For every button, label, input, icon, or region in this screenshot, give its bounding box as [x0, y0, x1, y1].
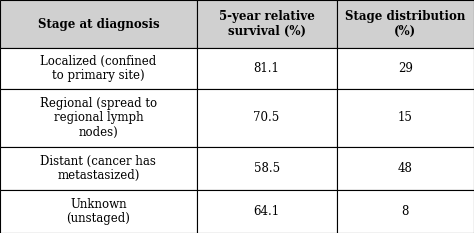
Bar — [0, 48, 197, 89]
Text: 8: 8 — [401, 205, 409, 218]
Bar — [197, 147, 337, 190]
Text: 48: 48 — [398, 162, 413, 175]
Bar — [337, 147, 474, 190]
Bar — [197, 0, 337, 48]
Text: Stage at diagnosis: Stage at diagnosis — [37, 18, 159, 31]
Text: Distant (cancer has
metastasized): Distant (cancer has metastasized) — [40, 154, 156, 182]
Bar — [0, 147, 197, 190]
Text: 70.5: 70.5 — [254, 111, 280, 124]
Bar — [337, 89, 474, 147]
Text: Unknown
(unstaged): Unknown (unstaged) — [66, 198, 130, 225]
Text: 5-year relative
survival (%): 5-year relative survival (%) — [219, 10, 315, 38]
Bar — [0, 0, 197, 48]
Text: 64.1: 64.1 — [254, 205, 280, 218]
Bar — [337, 0, 474, 48]
Bar — [197, 89, 337, 147]
Bar — [197, 190, 337, 233]
Text: 15: 15 — [398, 111, 413, 124]
Text: 58.5: 58.5 — [254, 162, 280, 175]
Bar — [337, 48, 474, 89]
Text: Localized (confined
to primary site): Localized (confined to primary site) — [40, 55, 156, 82]
Bar — [337, 190, 474, 233]
Text: Stage distribution
(%): Stage distribution (%) — [345, 10, 465, 38]
Text: 29: 29 — [398, 62, 413, 75]
Text: 81.1: 81.1 — [254, 62, 280, 75]
Text: Regional (spread to
regional lymph
nodes): Regional (spread to regional lymph nodes… — [40, 97, 157, 139]
Bar — [0, 190, 197, 233]
Bar — [0, 89, 197, 147]
Bar — [197, 48, 337, 89]
